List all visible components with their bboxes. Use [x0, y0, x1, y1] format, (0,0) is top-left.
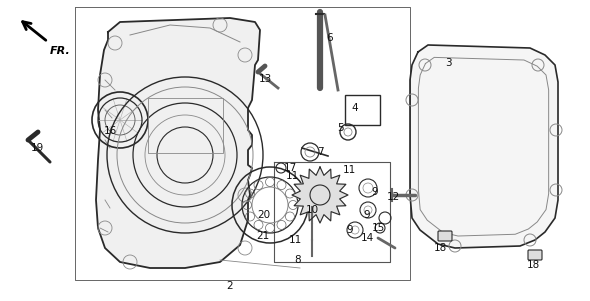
Text: 12: 12 — [386, 192, 399, 202]
Text: 9: 9 — [347, 225, 353, 235]
Bar — [345, 95, 380, 125]
Text: 7: 7 — [317, 147, 323, 157]
Text: 6: 6 — [327, 33, 333, 43]
Text: 20: 20 — [257, 210, 271, 220]
Text: 11: 11 — [286, 171, 299, 181]
Text: 11: 11 — [342, 165, 356, 175]
Bar — [148, 98, 223, 153]
Text: 16: 16 — [103, 126, 117, 136]
Text: 5: 5 — [337, 123, 343, 133]
Text: 21: 21 — [257, 231, 270, 241]
Text: 17: 17 — [283, 163, 297, 173]
Text: 11: 11 — [289, 235, 301, 245]
Text: 19: 19 — [30, 143, 44, 153]
Text: 15: 15 — [371, 223, 385, 233]
Text: 9: 9 — [363, 210, 371, 220]
Text: 18: 18 — [434, 243, 447, 253]
Text: 4: 4 — [352, 103, 358, 113]
Text: 13: 13 — [258, 74, 271, 84]
Text: 10: 10 — [306, 205, 319, 215]
Text: 8: 8 — [294, 255, 301, 265]
Text: 3: 3 — [445, 58, 451, 68]
FancyBboxPatch shape — [528, 250, 542, 260]
Polygon shape — [96, 18, 260, 268]
Text: 2: 2 — [227, 281, 233, 291]
Polygon shape — [410, 45, 558, 248]
Text: 14: 14 — [360, 233, 373, 243]
Text: 18: 18 — [526, 260, 540, 270]
Polygon shape — [292, 167, 348, 223]
FancyBboxPatch shape — [438, 231, 452, 241]
Text: 9: 9 — [372, 187, 378, 197]
Text: FR.: FR. — [50, 46, 71, 56]
